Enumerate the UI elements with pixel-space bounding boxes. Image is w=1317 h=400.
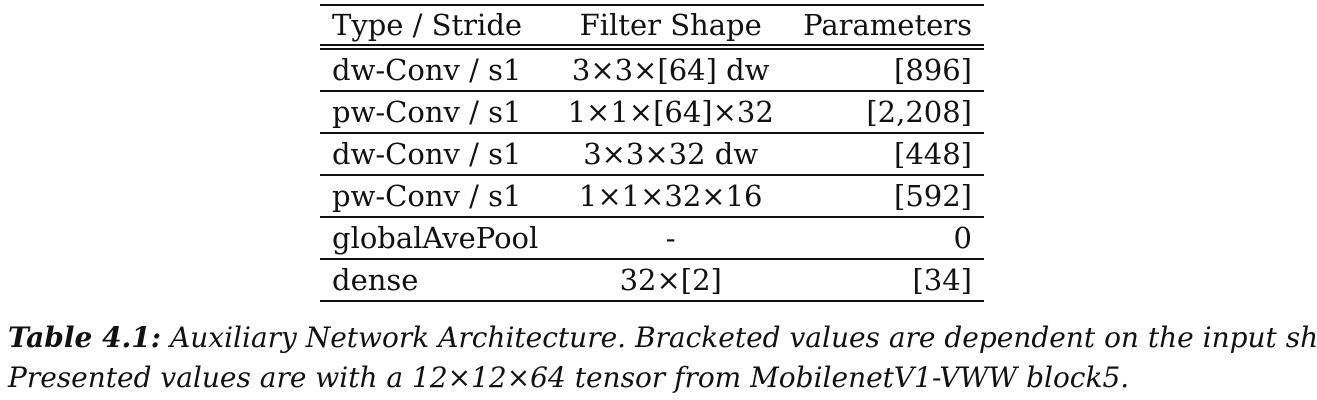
cell-filter-shape: 3×3×[64] dw: [550, 47, 792, 92]
header-parameters: Parameters: [791, 5, 984, 50]
cell-parameters: [2,208]: [791, 91, 984, 134]
caption-line-2: Presented values are with a 12×12×64 ten…: [8, 361, 1130, 394]
table-row: pw-Conv / s1 1×1×[64]×32 [2,208]: [320, 91, 984, 134]
cell-type-stride: pw-Conv / s1: [320, 91, 551, 134]
table-row: dw-Conv / s1 3×3×[64] dw [896]: [320, 47, 984, 92]
caption-text-1: Auxiliary Network Architecture. Brackete…: [170, 321, 1317, 354]
table-row: globalAvePool - 0: [320, 217, 984, 260]
architecture-table: Type / Stride Filter Shape Parameters dw…: [320, 4, 984, 302]
table-row: pw-Conv / s1 1×1×32×16 [592]: [320, 175, 984, 218]
caption-label: Table 4.1:: [8, 321, 162, 354]
architecture-table-container: Type / Stride Filter Shape Parameters dw…: [320, 4, 984, 302]
header-row: Type / Stride Filter Shape Parameters: [320, 5, 984, 50]
cell-type-stride: globalAvePool: [320, 217, 551, 260]
cell-type-stride: pw-Conv / s1: [320, 175, 551, 218]
table-caption: Table 4.1: Auxiliary Network Architectur…: [8, 318, 1317, 398]
cell-parameters: [896]: [791, 47, 984, 92]
cell-filter-shape: 1×1×32×16: [550, 175, 792, 218]
table-row: dw-Conv / s1 3×3×32 dw [448]: [320, 133, 984, 176]
cell-filter-shape: -: [550, 217, 792, 260]
cell-filter-shape: 32×[2]: [550, 259, 792, 302]
cell-parameters: [592]: [791, 175, 984, 218]
cell-parameters: [34]: [791, 259, 984, 302]
cell-type-stride: dw-Conv / s1: [320, 133, 551, 176]
cell-parameters: [448]: [791, 133, 984, 176]
cell-type-stride: dense: [320, 259, 551, 302]
table-row: dense 32×[2] [34]: [320, 259, 984, 302]
table-body: dw-Conv / s1 3×3×[64] dw [896] pw-Conv /…: [320, 47, 984, 302]
cell-filter-shape: 3×3×32 dw: [550, 133, 792, 176]
cell-parameters: 0: [791, 217, 984, 260]
caption-line-1: Table 4.1: Auxiliary Network Architectur…: [8, 318, 1317, 358]
cell-type-stride: dw-Conv / s1: [320, 47, 551, 92]
cell-filter-shape: 1×1×[64]×32: [550, 91, 792, 134]
header-filter-shape: Filter Shape: [550, 5, 792, 50]
header-type-stride: Type / Stride: [320, 5, 551, 50]
table-header: Type / Stride Filter Shape Parameters: [320, 5, 984, 50]
